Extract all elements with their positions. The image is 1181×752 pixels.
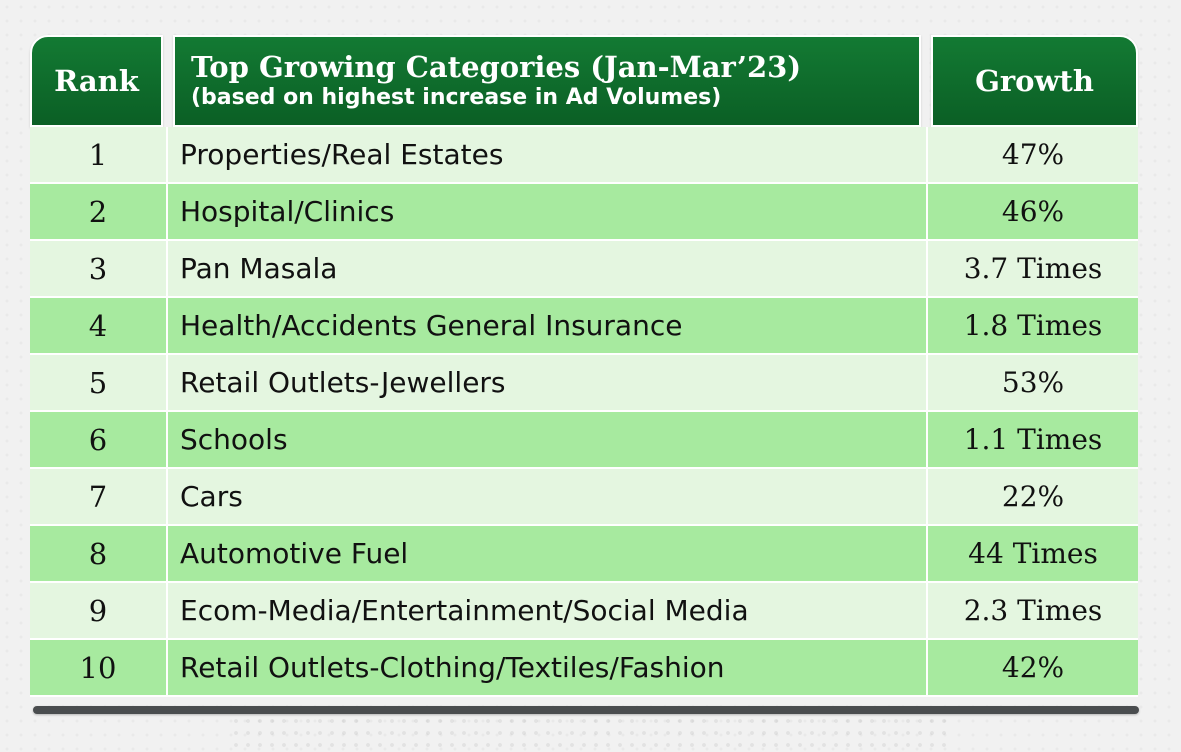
table-title: Top Growing Categories (Jan-Mar’23)	[191, 50, 802, 84]
table-row: 3 Pan Masala 3.7 Times	[30, 241, 1138, 298]
table-row: 2 Hospital/Clinics 46%	[30, 184, 1138, 241]
rank-cell: 2	[30, 184, 168, 241]
table-bottom-bar	[33, 706, 1139, 714]
table-row: 6 Schools 1.1 Times	[30, 412, 1138, 469]
table-row: 1 Properties/Real Estates 47%	[30, 127, 1138, 184]
table-row: 10 Retail Outlets-Clothing/Textiles/Fash…	[30, 640, 1138, 697]
background-dot-grid	[230, 715, 950, 752]
growth-cell: 47%	[928, 127, 1138, 184]
growth-header-label: Growth	[975, 64, 1094, 98]
table-row: 4 Health/Accidents General Insurance 1.8…	[30, 298, 1138, 355]
category-cell: Retail Outlets-Clothing/Textiles/Fashion	[168, 640, 928, 697]
growth-cell: 44 Times	[928, 526, 1138, 583]
growth-cell: 46%	[928, 184, 1138, 241]
rank-cell: 3	[30, 241, 168, 298]
rank-cell: 1	[30, 127, 168, 184]
rank-cell: 5	[30, 355, 168, 412]
growth-cell: 2.3 Times	[928, 583, 1138, 640]
growth-table: Rank Top Growing Categories (Jan-Mar’23)…	[30, 35, 1138, 715]
growth-cell: 22%	[928, 469, 1138, 526]
category-column-header: Top Growing Categories (Jan-Mar’23) (bas…	[173, 35, 921, 127]
rank-column-header: Rank	[30, 35, 163, 127]
table-row: 8 Automotive Fuel 44 Times	[30, 526, 1138, 583]
rank-cell: 7	[30, 469, 168, 526]
rank-cell: 8	[30, 526, 168, 583]
rank-cell: 9	[30, 583, 168, 640]
rank-cell: 10	[30, 640, 168, 697]
growth-cell: 1.8 Times	[928, 298, 1138, 355]
table-subtitle: (based on highest increase in Ad Volumes…	[191, 85, 722, 110]
category-cell: Cars	[168, 469, 928, 526]
table-row: 5 Retail Outlets-Jewellers 53%	[30, 355, 1138, 412]
category-cell: Automotive Fuel	[168, 526, 928, 583]
category-cell: Pan Masala	[168, 241, 928, 298]
rank-header-label: Rank	[54, 64, 139, 98]
category-cell: Health/Accidents General Insurance	[168, 298, 928, 355]
growth-column-header: Growth	[931, 35, 1138, 127]
category-cell: Schools	[168, 412, 928, 469]
table-body: 1 Properties/Real Estates 47% 2 Hospital…	[30, 127, 1138, 697]
category-cell: Hospital/Clinics	[168, 184, 928, 241]
growth-cell: 42%	[928, 640, 1138, 697]
rank-cell: 6	[30, 412, 168, 469]
growth-cell: 3.7 Times	[928, 241, 1138, 298]
growth-cell: 53%	[928, 355, 1138, 412]
category-cell: Retail Outlets-Jewellers	[168, 355, 928, 412]
rank-cell: 4	[30, 298, 168, 355]
table-row: 7 Cars 22%	[30, 469, 1138, 526]
growth-cell: 1.1 Times	[928, 412, 1138, 469]
category-cell: Properties/Real Estates	[168, 127, 928, 184]
category-cell: Ecom-Media/Entertainment/Social Media	[168, 583, 928, 640]
table-row: 9 Ecom-Media/Entertainment/Social Media …	[30, 583, 1138, 640]
